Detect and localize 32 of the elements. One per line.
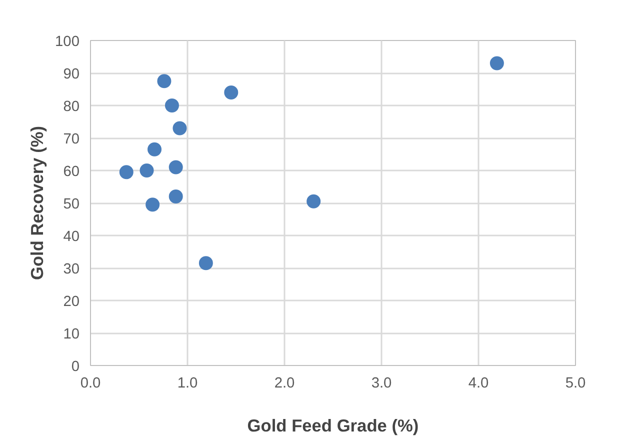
point bbox=[224, 86, 238, 100]
y-tick-label: 30 bbox=[63, 262, 80, 278]
point bbox=[146, 198, 160, 212]
y-tick-label: 50 bbox=[63, 196, 80, 212]
x-tick-label: 2.0 bbox=[274, 376, 295, 392]
point bbox=[306, 194, 321, 208]
y-tick-label: 80 bbox=[63, 99, 80, 115]
point bbox=[157, 74, 172, 88]
y-tick-label: 40 bbox=[63, 229, 80, 245]
point bbox=[140, 164, 154, 178]
point bbox=[168, 190, 183, 204]
y-tick-label: 60 bbox=[63, 164, 80, 180]
y-tick-label: 0 bbox=[71, 359, 80, 375]
y-tick-label: 90 bbox=[63, 66, 80, 82]
point bbox=[148, 142, 162, 156]
point bbox=[198, 256, 213, 270]
point bbox=[168, 160, 183, 174]
x-tick-label: 3.0 bbox=[371, 376, 392, 392]
x-axis-title: Gold Feed Grade (%) bbox=[247, 416, 419, 436]
point bbox=[490, 56, 504, 70]
x-tick-label: 1.0 bbox=[177, 376, 198, 392]
y-axis-title: Gold Recovery (%) bbox=[27, 126, 48, 280]
x-tick-label: 4.0 bbox=[468, 376, 489, 392]
point bbox=[119, 165, 134, 180]
x-tick-label: 5.0 bbox=[565, 376, 586, 392]
y-tick-label: 10 bbox=[63, 326, 80, 342]
x-tick-label: 0.0 bbox=[80, 376, 101, 392]
y-tick-label: 100 bbox=[55, 34, 80, 50]
point bbox=[164, 98, 179, 112]
y-tick-label: 70 bbox=[63, 132, 80, 148]
point bbox=[172, 121, 187, 136]
y-tick-label: 20 bbox=[63, 294, 80, 310]
